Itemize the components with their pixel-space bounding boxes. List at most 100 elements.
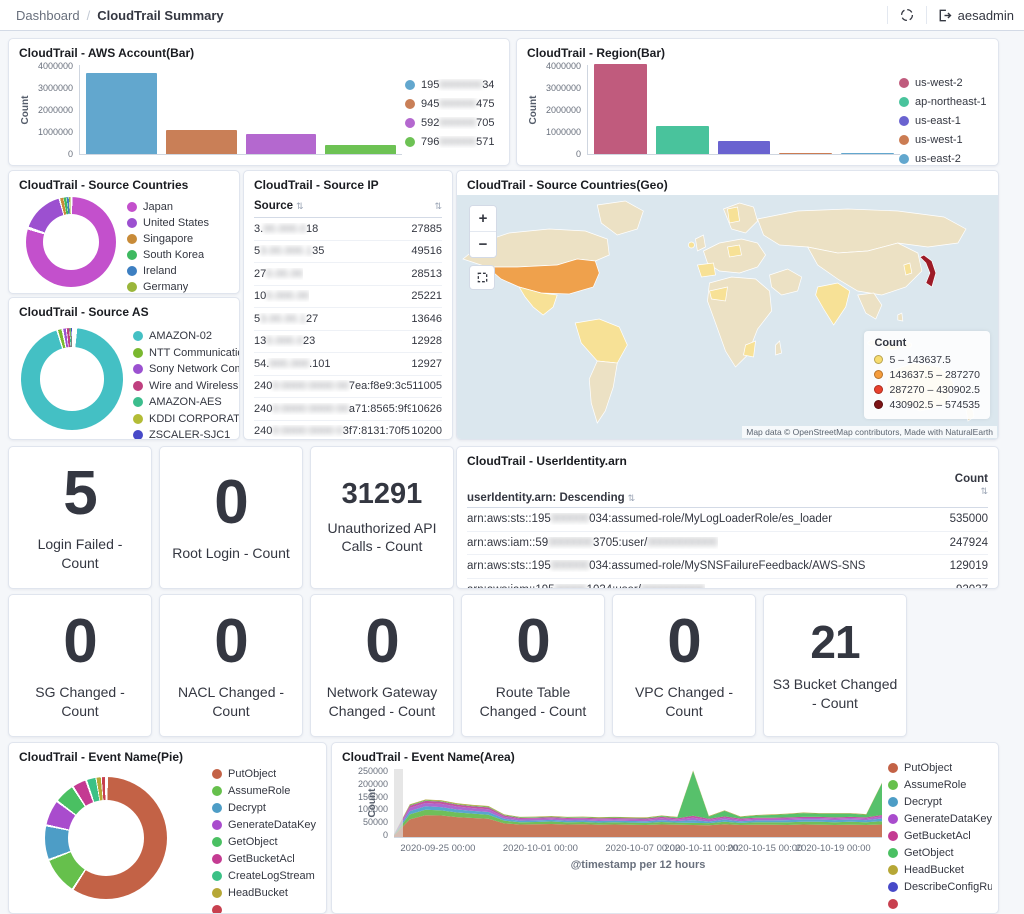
count-column-header[interactable]: Count⇅ [955, 473, 988, 497]
bar[interactable] [594, 64, 647, 154]
legend-label: GenerateDataKey [904, 813, 992, 825]
x-tick: 2020-10-01 00:00 [503, 843, 578, 854]
legend-item[interactable]: CreateLogStream [212, 867, 316, 884]
panel-title: CloudTrail - Source AS [9, 298, 239, 322]
zoom-out-button[interactable]: − [470, 231, 496, 257]
legend-item[interactable] [212, 901, 316, 914]
legend-label: Singapore [143, 233, 193, 245]
legend-item[interactable]: NTT Communicatio… [133, 345, 239, 362]
table-row[interactable]: 54.000.000.101 12927 [254, 353, 442, 376]
table-row[interactable]: 3.00.000.018 27885 [254, 218, 442, 241]
table-row[interactable]: 2400:0000:0000:03f7:8131:70f5:d4f 10200 [254, 421, 442, 441]
table-row[interactable]: 130.000.023 12928 [254, 331, 442, 354]
table-row[interactable]: 2400:0000:0000:007ea:f8e9:3c5a:2805 1100… [254, 376, 442, 399]
legend-item[interactable]: GetBucketAcl [888, 827, 992, 844]
table-row[interactable]: arn:aws:sts::195000000034:assumed-role/M… [467, 555, 988, 579]
legend-item[interactable]: 796000000571 [405, 132, 494, 151]
map-filter-control [469, 265, 495, 290]
count-cell: 10200 [411, 425, 442, 437]
legend-dot [888, 797, 898, 807]
bar[interactable] [718, 141, 771, 154]
table-row[interactable]: 53.00.000.135 49516 [254, 241, 442, 264]
legend-item[interactable]: HeadBucket [212, 884, 316, 901]
table-row[interactable]: 53.00.00.127 13646 [254, 308, 442, 331]
y-tick: 50000 [363, 818, 388, 826]
legend-item[interactable]: ZSCALER-SJC1 [133, 427, 239, 440]
world-map[interactable]: + − Count 5 – 143637.5 143637.5 – 287270 [457, 195, 998, 439]
legend-item[interactable]: Wire and Wireless C… [133, 378, 239, 395]
arn-column-header[interactable]: userIdentity.arn: Descending⇅ [467, 492, 635, 504]
logout-user-button[interactable]: aesadmin [937, 8, 1014, 23]
sort-icon: ⇅ [980, 486, 988, 496]
legend-item[interactable]: us-east-1 [899, 111, 987, 130]
legend-item[interactable]: us-east-2 [899, 149, 987, 166]
legend-item[interactable]: AMAZON-AES [133, 394, 239, 411]
source-ip-cell: 2400:0000:0000:007ea:f8e9:3c5a:2805 [254, 380, 412, 392]
legend-item[interactable]: Singapore [127, 231, 209, 247]
legend-item[interactable]: United States [127, 215, 209, 231]
globe-icon[interactable] [898, 6, 916, 24]
legend-item[interactable]: us-west-2 [899, 73, 987, 92]
legend-item[interactable]: 195000000034 [405, 75, 494, 94]
legend-dot [899, 154, 909, 164]
bar[interactable] [841, 153, 894, 154]
legend-dot [127, 202, 137, 212]
legend-item[interactable]: AssumeRole [212, 782, 316, 799]
panel-source-countries: CloudTrail - Source Countries Japan Unit… [8, 170, 240, 294]
breadcrumb-dashboard[interactable]: Dashboard [16, 8, 80, 23]
bar[interactable] [656, 126, 709, 154]
table-row[interactable]: 270.00.00 28513 [254, 263, 442, 286]
metric-value: 0 [214, 611, 247, 673]
table-row[interactable]: 2400:0000:0000:00a71:8565:9f9d:d6d9 1062… [254, 398, 442, 421]
legend-label: HeadBucket [904, 864, 964, 876]
legend-item[interactable]: GetBucketAcl [212, 850, 316, 867]
legend-item[interactable]: 592000000705 [405, 113, 494, 132]
y-tick: 200000 [358, 780, 388, 788]
legend-item[interactable]: Decrypt [888, 793, 992, 810]
legend-item[interactable]: GetObject [888, 844, 992, 861]
source-ip-cell: 3.00.000.018 [254, 223, 318, 235]
legend-item[interactable]: AssumeRole [888, 776, 992, 793]
area-plot[interactable] [394, 769, 882, 838]
source-countries-donut[interactable] [26, 197, 116, 287]
legend-item[interactable]: 945000000475 [405, 94, 494, 113]
x-axis-label: @timestamp per 12 hours [394, 859, 882, 871]
table-row[interactable]: arn:aws:iam::5900000003705:user/00000000… [467, 532, 988, 556]
zoom-in-button[interactable]: + [470, 206, 496, 231]
bar[interactable] [246, 134, 317, 154]
source-as-donut[interactable] [21, 328, 123, 430]
legend-item[interactable]: Germany [127, 279, 209, 294]
legend-item[interactable]: GetObject [212, 833, 316, 850]
legend-label: United States [143, 217, 209, 229]
bar[interactable] [86, 73, 157, 154]
legend-item[interactable]: Sony Network Com… [133, 361, 239, 378]
legend-item[interactable]: PutObject [888, 759, 992, 776]
legend-item[interactable]: Japan [127, 199, 209, 215]
legend-item[interactable]: AMAZON-02 [133, 328, 239, 345]
legend-item[interactable]: South Korea [127, 247, 209, 263]
legend-item[interactable]: Decrypt [212, 799, 316, 816]
legend-item[interactable]: HeadBucket [888, 861, 992, 878]
bar[interactable] [779, 153, 832, 154]
legend-item[interactable]: us-west-1 [899, 130, 987, 149]
bar[interactable] [166, 130, 237, 154]
legend-label: Ireland [143, 265, 177, 277]
legend-item[interactable]: PutObject [212, 765, 316, 782]
legend-item[interactable]: Ireland [127, 263, 209, 279]
event-name-donut[interactable] [45, 777, 167, 899]
source-column-header[interactable]: Source⇅ [254, 200, 304, 212]
legend-item[interactable]: ap-northeast-1 [899, 92, 987, 111]
bar[interactable] [325, 145, 396, 154]
table-row[interactable]: 100.000.00 25221 [254, 286, 442, 309]
table-row[interactable]: arn:aws:iam::195000001034:user/000000000… [467, 579, 988, 590]
table-row[interactable]: arn:aws:sts::195000000034:assumed-role/M… [467, 508, 988, 532]
legend-dot [212, 854, 222, 864]
legend-item[interactable]: KDDI CORPORATION [133, 411, 239, 428]
legend-item[interactable]: DescribeConfigRule… [888, 878, 992, 895]
metric-value: 5 [63, 463, 96, 525]
count-column-sort[interactable]: ⇅ [434, 201, 442, 212]
legend-item[interactable]: GenerateDataKey [212, 816, 316, 833]
table-header: userIdentity.arn: Descending⇅ Count⇅ [467, 473, 988, 508]
legend-item[interactable]: GenerateDataKey [888, 810, 992, 827]
draw-bounds-button[interactable] [470, 266, 494, 289]
